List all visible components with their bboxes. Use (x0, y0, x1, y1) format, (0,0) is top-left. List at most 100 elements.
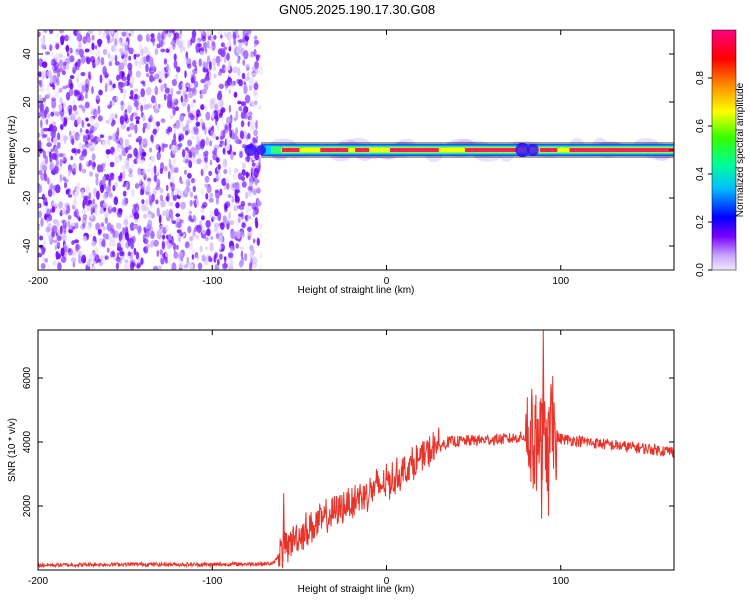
noise-speck (143, 213, 148, 219)
noise-speck (226, 52, 230, 62)
noise-speck (145, 185, 151, 193)
noise-speck (162, 83, 166, 90)
noise-speck (44, 215, 49, 221)
noise-speck (154, 86, 159, 96)
noise-speck (173, 123, 177, 129)
noise-speck (173, 252, 179, 260)
noise-speck (145, 243, 150, 250)
noise-speck (143, 226, 146, 231)
noise-speck (195, 121, 201, 127)
noise-speck (215, 136, 219, 141)
noise-speck (43, 97, 46, 102)
noise-speck (124, 259, 129, 264)
noise-speck (41, 164, 48, 172)
noise-speck (46, 83, 50, 93)
noise-speck (59, 225, 63, 235)
noise-speck (177, 261, 184, 269)
noise-speck (168, 257, 172, 265)
noise-speck (200, 118, 203, 127)
noise-speck (226, 136, 231, 146)
noise-speck (152, 38, 156, 47)
noise-speck (209, 140, 213, 147)
noise-speck (172, 97, 176, 103)
noise-speck (146, 54, 150, 61)
noise-speck (221, 115, 224, 122)
noise-speck (175, 202, 180, 209)
noise-speck (200, 168, 204, 177)
noise-speck (203, 49, 207, 56)
noise-speck (68, 87, 74, 97)
noise-speck (105, 153, 110, 160)
snr-plot-area (38, 330, 674, 570)
noise-speck (204, 61, 209, 69)
noise-speck (57, 132, 61, 141)
noise-speck (86, 186, 90, 192)
noise-speck (54, 53, 61, 61)
noise-speck (76, 77, 79, 83)
noise-speck (163, 58, 168, 65)
noise-speck (97, 39, 102, 48)
noise-speck (38, 210, 43, 219)
noise-speck (54, 90, 60, 98)
spectrogram-y-ticks: -40 -20 0 20 40 (22, 48, 674, 253)
noise-speck (131, 262, 137, 267)
noise-speck (156, 151, 161, 161)
noise-speck (237, 100, 242, 105)
noise-speck (178, 142, 183, 148)
noise-speck (248, 84, 253, 91)
noise-speck (247, 215, 252, 220)
noise-speck (52, 84, 56, 90)
noise-speck (159, 84, 165, 93)
noise-speck (72, 104, 77, 112)
noise-speck (238, 260, 244, 268)
noise-speck (186, 256, 190, 263)
noise-speck (223, 46, 227, 51)
noise-speck (170, 87, 174, 98)
noise-speck (57, 262, 62, 270)
noise-speck (52, 239, 58, 244)
noise-speck (140, 48, 144, 57)
noise-speck (180, 95, 183, 103)
noise-speck (159, 194, 164, 202)
noise-speck (75, 49, 80, 56)
noise-speck (168, 170, 171, 180)
noise-speck (50, 51, 54, 57)
noise-speck (224, 66, 229, 72)
noise-speck (235, 46, 241, 55)
noise-speck (127, 168, 131, 172)
noise-speck (190, 242, 193, 251)
noise-speck (228, 166, 232, 176)
noise-speck (112, 251, 116, 257)
noise-speck (129, 214, 134, 219)
noise-speck (63, 135, 67, 144)
noise-speck (85, 144, 90, 149)
noise-speck (156, 121, 160, 127)
noise-speck (130, 89, 134, 97)
noise-speck (100, 222, 105, 227)
noise-speck (123, 91, 126, 101)
x-tick-label: 0 (384, 276, 390, 287)
noise-speck (129, 82, 133, 89)
noise-speck (124, 138, 130, 148)
noise-speck (236, 189, 240, 194)
noise-speck (152, 128, 157, 135)
noise-speck (100, 255, 103, 260)
noise-speck (130, 189, 135, 198)
noise-speck (149, 200, 153, 205)
noise-speck (176, 37, 180, 46)
noise-speck (254, 217, 258, 225)
noise-speck (69, 47, 73, 54)
noise-speck (197, 43, 202, 48)
noise-speck (85, 83, 89, 93)
noise-speck (209, 71, 212, 80)
noise-speck (229, 245, 234, 253)
noise-speck (247, 189, 252, 198)
noise-speck (134, 218, 138, 224)
noise-speck (91, 34, 95, 41)
noise-speck (165, 239, 170, 247)
noise-speck (228, 32, 232, 42)
noise-speck (88, 192, 92, 200)
noise-speck (245, 171, 249, 179)
signal-band-peak (355, 148, 370, 152)
noise-speck (183, 264, 189, 269)
